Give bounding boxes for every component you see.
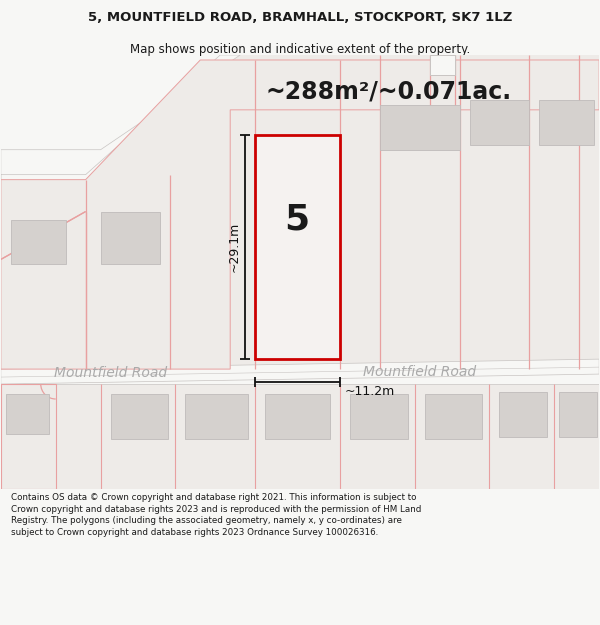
Polygon shape [539, 100, 594, 145]
Polygon shape [350, 394, 407, 439]
Text: Mountfield Road: Mountfield Road [363, 365, 476, 379]
Text: ~288m²/~0.071ac.: ~288m²/~0.071ac. [265, 80, 511, 104]
Text: Map shows position and indicative extent of the property.: Map shows position and indicative extent… [130, 43, 470, 56]
Polygon shape [430, 55, 455, 75]
Text: ~11.2m: ~11.2m [345, 385, 395, 398]
Text: ~29.1m: ~29.1m [227, 222, 240, 272]
Polygon shape [559, 392, 597, 437]
Polygon shape [1, 60, 599, 369]
Polygon shape [1, 55, 599, 369]
Polygon shape [255, 274, 340, 359]
Polygon shape [499, 392, 547, 437]
Text: Mountfield Road: Mountfield Road [54, 366, 167, 380]
Polygon shape [1, 384, 56, 489]
Polygon shape [425, 394, 482, 439]
Polygon shape [110, 394, 169, 439]
Polygon shape [6, 394, 49, 434]
Polygon shape [1, 384, 599, 489]
Polygon shape [380, 105, 460, 150]
Text: Contains OS data © Crown copyright and database right 2021. This information is : Contains OS data © Crown copyright and d… [11, 493, 421, 538]
Text: 5: 5 [284, 202, 310, 236]
Polygon shape [185, 394, 248, 439]
Polygon shape [470, 100, 529, 145]
Polygon shape [1, 359, 599, 384]
Polygon shape [1, 55, 240, 179]
Polygon shape [255, 135, 340, 359]
Polygon shape [265, 394, 330, 439]
Polygon shape [11, 219, 65, 264]
Polygon shape [101, 211, 160, 264]
Text: 5, MOUNTFIELD ROAD, BRAMHALL, STOCKPORT, SK7 1LZ: 5, MOUNTFIELD ROAD, BRAMHALL, STOCKPORT,… [88, 11, 512, 24]
